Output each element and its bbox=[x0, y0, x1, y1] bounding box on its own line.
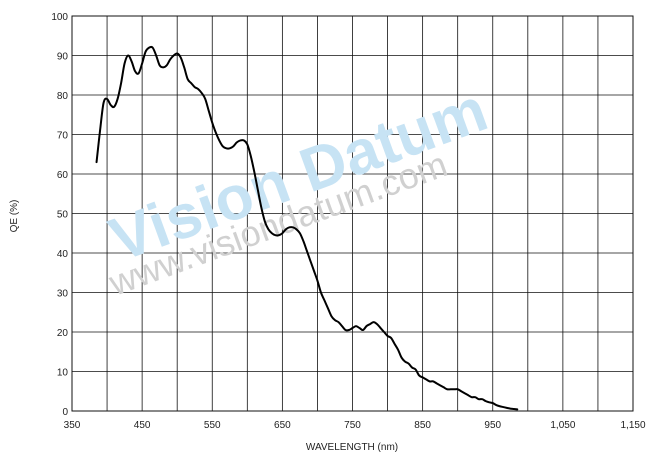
grid bbox=[71, 15, 634, 412]
y-tick-label: 50 bbox=[57, 210, 69, 221]
tick-labels: 350 450 550 650 750 850 950 1,050 1,150 0 10 20 30 40… bbox=[51, 12, 646, 431]
x-tick-label: 950 bbox=[484, 420, 501, 431]
series bbox=[95, 45, 519, 411]
y-tick-label: 10 bbox=[57, 368, 69, 379]
y-tick-label: 80 bbox=[57, 91, 69, 102]
y-tick-label: 60 bbox=[57, 170, 69, 181]
y-tick-label: 40 bbox=[57, 249, 69, 260]
plot-frame bbox=[71, 15, 634, 412]
x-tick-label: 750 bbox=[344, 420, 361, 431]
y-tick-label: 0 bbox=[62, 407, 68, 418]
x-tick-label: 650 bbox=[274, 420, 291, 431]
x-tick-label: 450 bbox=[134, 420, 151, 431]
y-tick-label: 90 bbox=[57, 52, 69, 63]
watermark: Vision Datum www.visiondatum.com bbox=[101, 75, 496, 304]
y-tick-label: 20 bbox=[57, 328, 69, 339]
y-axis-title: QE (%) bbox=[9, 200, 20, 233]
x-tick-label: 850 bbox=[414, 420, 431, 431]
x-tick-label: 350 bbox=[64, 420, 81, 431]
y-tick-label: 100 bbox=[51, 12, 68, 23]
x-axis-title: WAVELENGTH (nm) bbox=[306, 442, 398, 453]
qe-curve-line bbox=[95, 45, 519, 411]
x-tick-label: 550 bbox=[204, 420, 221, 431]
y-tick-label: 70 bbox=[57, 131, 69, 142]
x-tick-label: 1,150 bbox=[620, 420, 645, 431]
x-tick-label: 1,050 bbox=[550, 420, 575, 431]
y-tick-label: 30 bbox=[57, 289, 69, 300]
